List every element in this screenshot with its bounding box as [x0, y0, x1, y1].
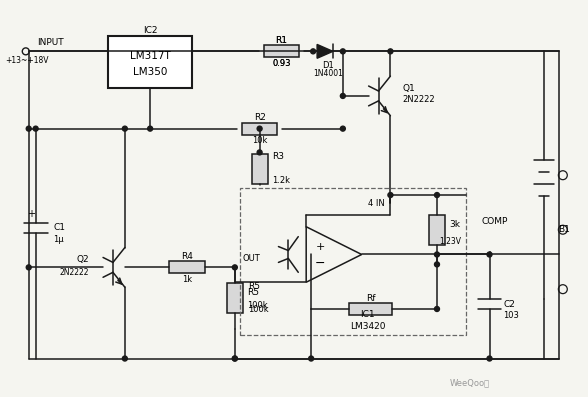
Circle shape	[33, 126, 38, 131]
Bar	[252, 154, 268, 184]
Bar	[349, 303, 392, 315]
Text: IC1: IC1	[360, 310, 375, 320]
Text: INPUT: INPUT	[37, 38, 64, 47]
Circle shape	[26, 265, 31, 270]
Text: 0.93: 0.93	[272, 59, 290, 68]
Text: R5: R5	[248, 282, 260, 291]
Text: Q1: Q1	[402, 83, 415, 93]
Text: +: +	[315, 241, 325, 252]
Polygon shape	[317, 44, 333, 58]
Text: 100k: 100k	[247, 301, 268, 310]
Text: 1.23V: 1.23V	[439, 237, 461, 246]
Text: Q2: Q2	[76, 255, 89, 264]
Text: 2N2222: 2N2222	[402, 95, 435, 104]
Text: LM3420: LM3420	[350, 322, 385, 331]
Circle shape	[257, 150, 262, 155]
Text: 100k: 100k	[248, 305, 268, 314]
Circle shape	[26, 126, 31, 131]
Bar	[242, 123, 278, 135]
Text: +13~+18V: +13~+18V	[5, 56, 48, 65]
Circle shape	[257, 126, 262, 131]
Text: 1N4001: 1N4001	[313, 69, 343, 78]
Circle shape	[435, 252, 439, 257]
Circle shape	[309, 356, 313, 361]
Circle shape	[310, 49, 316, 54]
Text: 4 IN: 4 IN	[368, 199, 385, 208]
Text: 1.2k: 1.2k	[272, 176, 290, 185]
Bar	[227, 283, 243, 313]
Text: C2: C2	[503, 299, 515, 308]
Text: R1: R1	[275, 36, 288, 45]
Circle shape	[232, 356, 238, 361]
Text: C1: C1	[54, 223, 65, 232]
Text: LM350: LM350	[133, 67, 168, 77]
Circle shape	[340, 126, 345, 131]
Circle shape	[388, 49, 393, 54]
Bar	[169, 261, 205, 273]
Circle shape	[435, 306, 439, 312]
Circle shape	[148, 126, 153, 131]
Bar	[240, 188, 466, 335]
Circle shape	[340, 49, 345, 54]
Text: WeeQoo库: WeeQoo库	[450, 379, 490, 388]
Text: 1μ: 1μ	[54, 235, 64, 244]
Circle shape	[435, 193, 439, 198]
Bar	[108, 37, 192, 88]
Circle shape	[340, 93, 345, 98]
Circle shape	[122, 126, 128, 131]
Text: B1: B1	[558, 225, 570, 234]
Circle shape	[487, 356, 492, 361]
Text: Rf: Rf	[366, 294, 375, 303]
Text: 3k: 3k	[449, 220, 460, 229]
Bar	[429, 215, 445, 245]
Text: D1: D1	[322, 61, 334, 70]
Circle shape	[122, 356, 128, 361]
Text: +: +	[26, 209, 35, 219]
Text: R3: R3	[272, 152, 285, 162]
Circle shape	[232, 356, 238, 361]
Text: OUT: OUT	[243, 254, 260, 263]
Text: 1k: 1k	[182, 275, 192, 284]
Circle shape	[487, 252, 492, 257]
Text: 103: 103	[503, 311, 519, 320]
Circle shape	[435, 262, 439, 267]
Text: R1: R1	[275, 36, 288, 45]
Text: R2: R2	[253, 113, 266, 122]
Text: 0.93: 0.93	[272, 59, 290, 68]
Text: 2N2222: 2N2222	[59, 268, 89, 277]
Text: R5: R5	[247, 288, 259, 297]
Circle shape	[388, 193, 393, 198]
Circle shape	[232, 265, 238, 270]
Bar	[263, 45, 299, 57]
Text: LM317T: LM317T	[130, 51, 171, 61]
Text: 10k: 10k	[252, 136, 268, 145]
Text: R4: R4	[181, 252, 193, 261]
Text: IC2: IC2	[143, 26, 158, 35]
Text: COMP: COMP	[481, 217, 507, 226]
Text: −: −	[315, 257, 325, 270]
